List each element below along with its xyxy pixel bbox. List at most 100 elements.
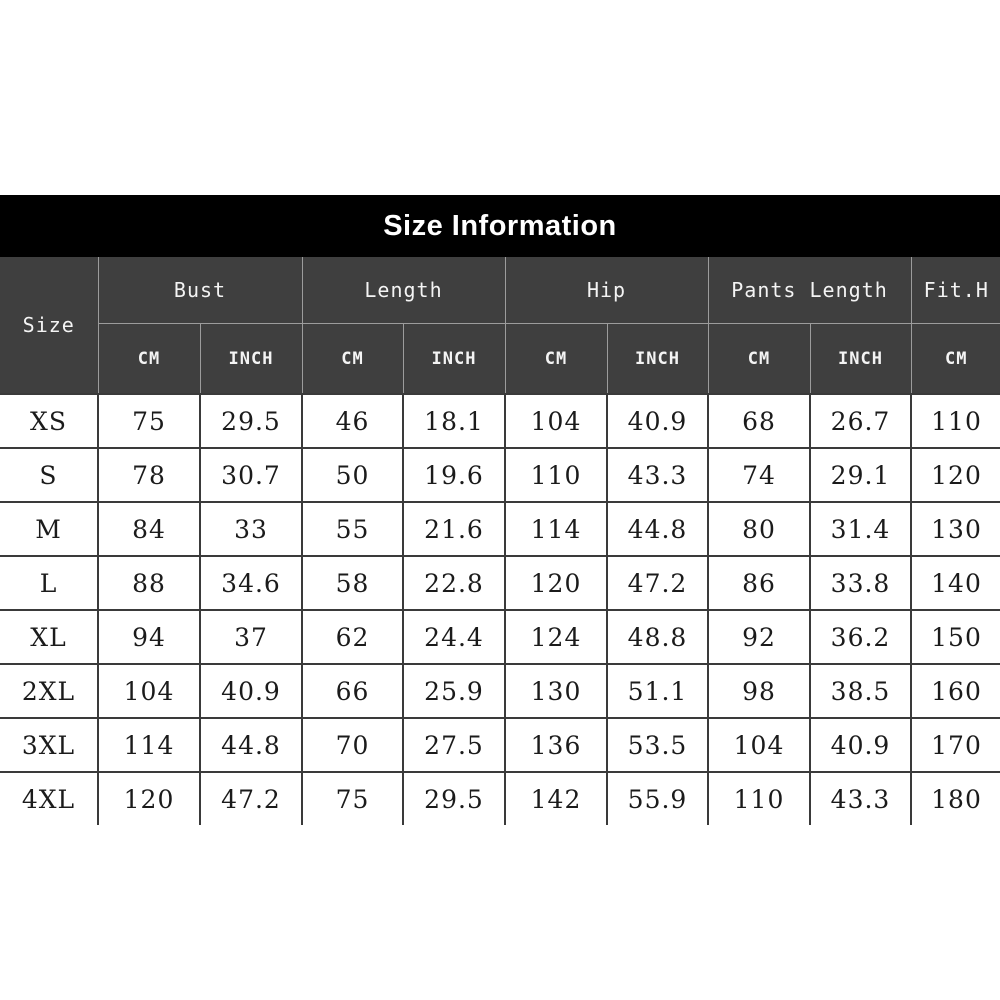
value-cell: 114 <box>504 501 609 557</box>
value-cell: 55.9 <box>606 771 710 825</box>
value-cell: 43.3 <box>606 447 710 503</box>
value-cell: 180 <box>910 771 1000 825</box>
value-cell: 40.9 <box>198 663 304 719</box>
unit-header-length-cm: CM <box>301 323 404 395</box>
value-cell: 110 <box>910 393 1000 449</box>
column-group-hip: Hip <box>504 257 709 324</box>
value-cell: 98 <box>707 663 812 719</box>
size-cell: XS <box>0 393 99 449</box>
value-cell: 75 <box>301 771 405 825</box>
value-cell: 46 <box>301 393 405 449</box>
value-cell: 43.3 <box>809 771 913 825</box>
column-group-pants-length: Pants Length <box>707 257 912 324</box>
table-row: 3XL 114 44.8 70 27.5 136 53.5 104 40.9 170 <box>0 717 1000 773</box>
value-cell: 120 <box>504 555 609 611</box>
value-cell: 84 <box>97 501 201 557</box>
table-row: L 88 34.6 58 22.8 120 47.2 86 33.8 140 <box>0 555 1000 611</box>
value-cell: 142 <box>504 771 609 825</box>
value-cell: 66 <box>301 663 405 719</box>
size-cell: 2XL <box>0 663 99 719</box>
value-cell: 21.6 <box>402 501 507 557</box>
value-cell: 58 <box>301 555 405 611</box>
value-cell: 40.9 <box>606 393 710 449</box>
unit-header-pants-cm: CM <box>707 323 811 395</box>
value-cell: 50 <box>301 447 405 503</box>
size-table-body: XS 75 29.5 46 18.1 104 40.9 68 26.7 110 S 78 30.7 50 1… <box>0 393 1000 825</box>
unit-header-hip-inch: INCH <box>606 323 709 395</box>
unit-header-pants-inch: INCH <box>809 323 912 395</box>
value-cell: 34.6 <box>198 555 304 611</box>
value-cell: 170 <box>910 717 1000 773</box>
value-cell: 140 <box>910 555 1000 611</box>
value-cell: 160 <box>910 663 1000 719</box>
size-table: Size Bust Length Hip Pants Length Fit.H … <box>0 257 1000 825</box>
value-cell: 68 <box>707 393 812 449</box>
value-cell: 40.9 <box>809 717 913 773</box>
size-cell: 3XL <box>0 717 99 773</box>
value-cell: 75 <box>97 393 201 449</box>
unit-header-fit-height-cm: CM <box>910 323 1000 395</box>
value-cell: 44.8 <box>606 501 710 557</box>
title-banner: Size Information <box>0 195 1000 257</box>
table-row: S 78 30.7 50 19.6 110 43.3 74 29.1 120 <box>0 447 1000 503</box>
value-cell: 22.8 <box>402 555 507 611</box>
value-cell: 136 <box>504 717 609 773</box>
value-cell: 18.1 <box>402 393 507 449</box>
value-cell: 33.8 <box>809 555 913 611</box>
value-cell: 29.1 <box>809 447 913 503</box>
column-group-bust: Bust <box>97 257 303 324</box>
value-cell: 120 <box>97 771 201 825</box>
value-cell: 70 <box>301 717 405 773</box>
value-cell: 104 <box>707 717 812 773</box>
value-cell: 48.8 <box>606 609 710 665</box>
value-cell: 53.5 <box>606 717 710 773</box>
table-row: XL 94 37 62 24.4 124 48.8 92 36.2 150 <box>0 609 1000 665</box>
size-cell: XL <box>0 609 99 665</box>
value-cell: 29.5 <box>198 393 304 449</box>
unit-header-bust-inch: INCH <box>199 323 303 395</box>
value-cell: 31.4 <box>809 501 913 557</box>
value-cell: 36.2 <box>809 609 913 665</box>
page-title: Size Information <box>383 209 617 242</box>
unit-header-hip-cm: CM <box>504 323 608 395</box>
value-cell: 47.2 <box>198 771 304 825</box>
column-group-length: Length <box>301 257 506 324</box>
value-cell: 114 <box>97 717 201 773</box>
value-cell: 27.5 <box>402 717 507 773</box>
value-cell: 26.7 <box>809 393 913 449</box>
value-cell: 150 <box>910 609 1000 665</box>
value-cell: 24.4 <box>402 609 507 665</box>
header-group-row: Size Bust Length Hip Pants Length Fit.H <box>0 257 1000 395</box>
table-row: M 84 33 55 21.6 114 44.8 80 31.4 130 <box>0 501 1000 557</box>
size-cell: M <box>0 501 99 557</box>
value-cell: 110 <box>504 447 609 503</box>
value-cell: 130 <box>910 501 1000 557</box>
value-cell: 88 <box>97 555 201 611</box>
column-group-fit-height: Fit.H <box>910 257 1000 324</box>
value-cell: 25.9 <box>402 663 507 719</box>
value-cell: 110 <box>707 771 812 825</box>
size-cell: S <box>0 447 99 503</box>
value-cell: 94 <box>97 609 201 665</box>
table-row: 4XL 120 47.2 75 29.5 142 55.9 110 43.3 180 <box>0 771 1000 825</box>
value-cell: 104 <box>504 393 609 449</box>
value-cell: 44.8 <box>198 717 304 773</box>
value-cell: 55 <box>301 501 405 557</box>
value-cell: 124 <box>504 609 609 665</box>
unit-header-length-inch: INCH <box>402 323 506 395</box>
value-cell: 38.5 <box>809 663 913 719</box>
value-cell: 130 <box>504 663 609 719</box>
unit-header-bust-cm: CM <box>98 323 201 395</box>
value-cell: 104 <box>97 663 201 719</box>
header-unit-row: CM INCH CM INCH CM INCH CM INCH CM <box>0 323 1000 395</box>
value-cell: 30.7 <box>198 447 304 503</box>
table-row: XS 75 29.5 46 18.1 104 40.9 68 26.7 110 <box>0 393 1000 449</box>
value-cell: 92 <box>707 609 812 665</box>
value-cell: 37 <box>198 609 304 665</box>
value-cell: 33 <box>198 501 304 557</box>
value-cell: 47.2 <box>606 555 710 611</box>
value-cell: 74 <box>707 447 812 503</box>
column-header-size: Size <box>0 257 99 395</box>
value-cell: 86 <box>707 555 812 611</box>
